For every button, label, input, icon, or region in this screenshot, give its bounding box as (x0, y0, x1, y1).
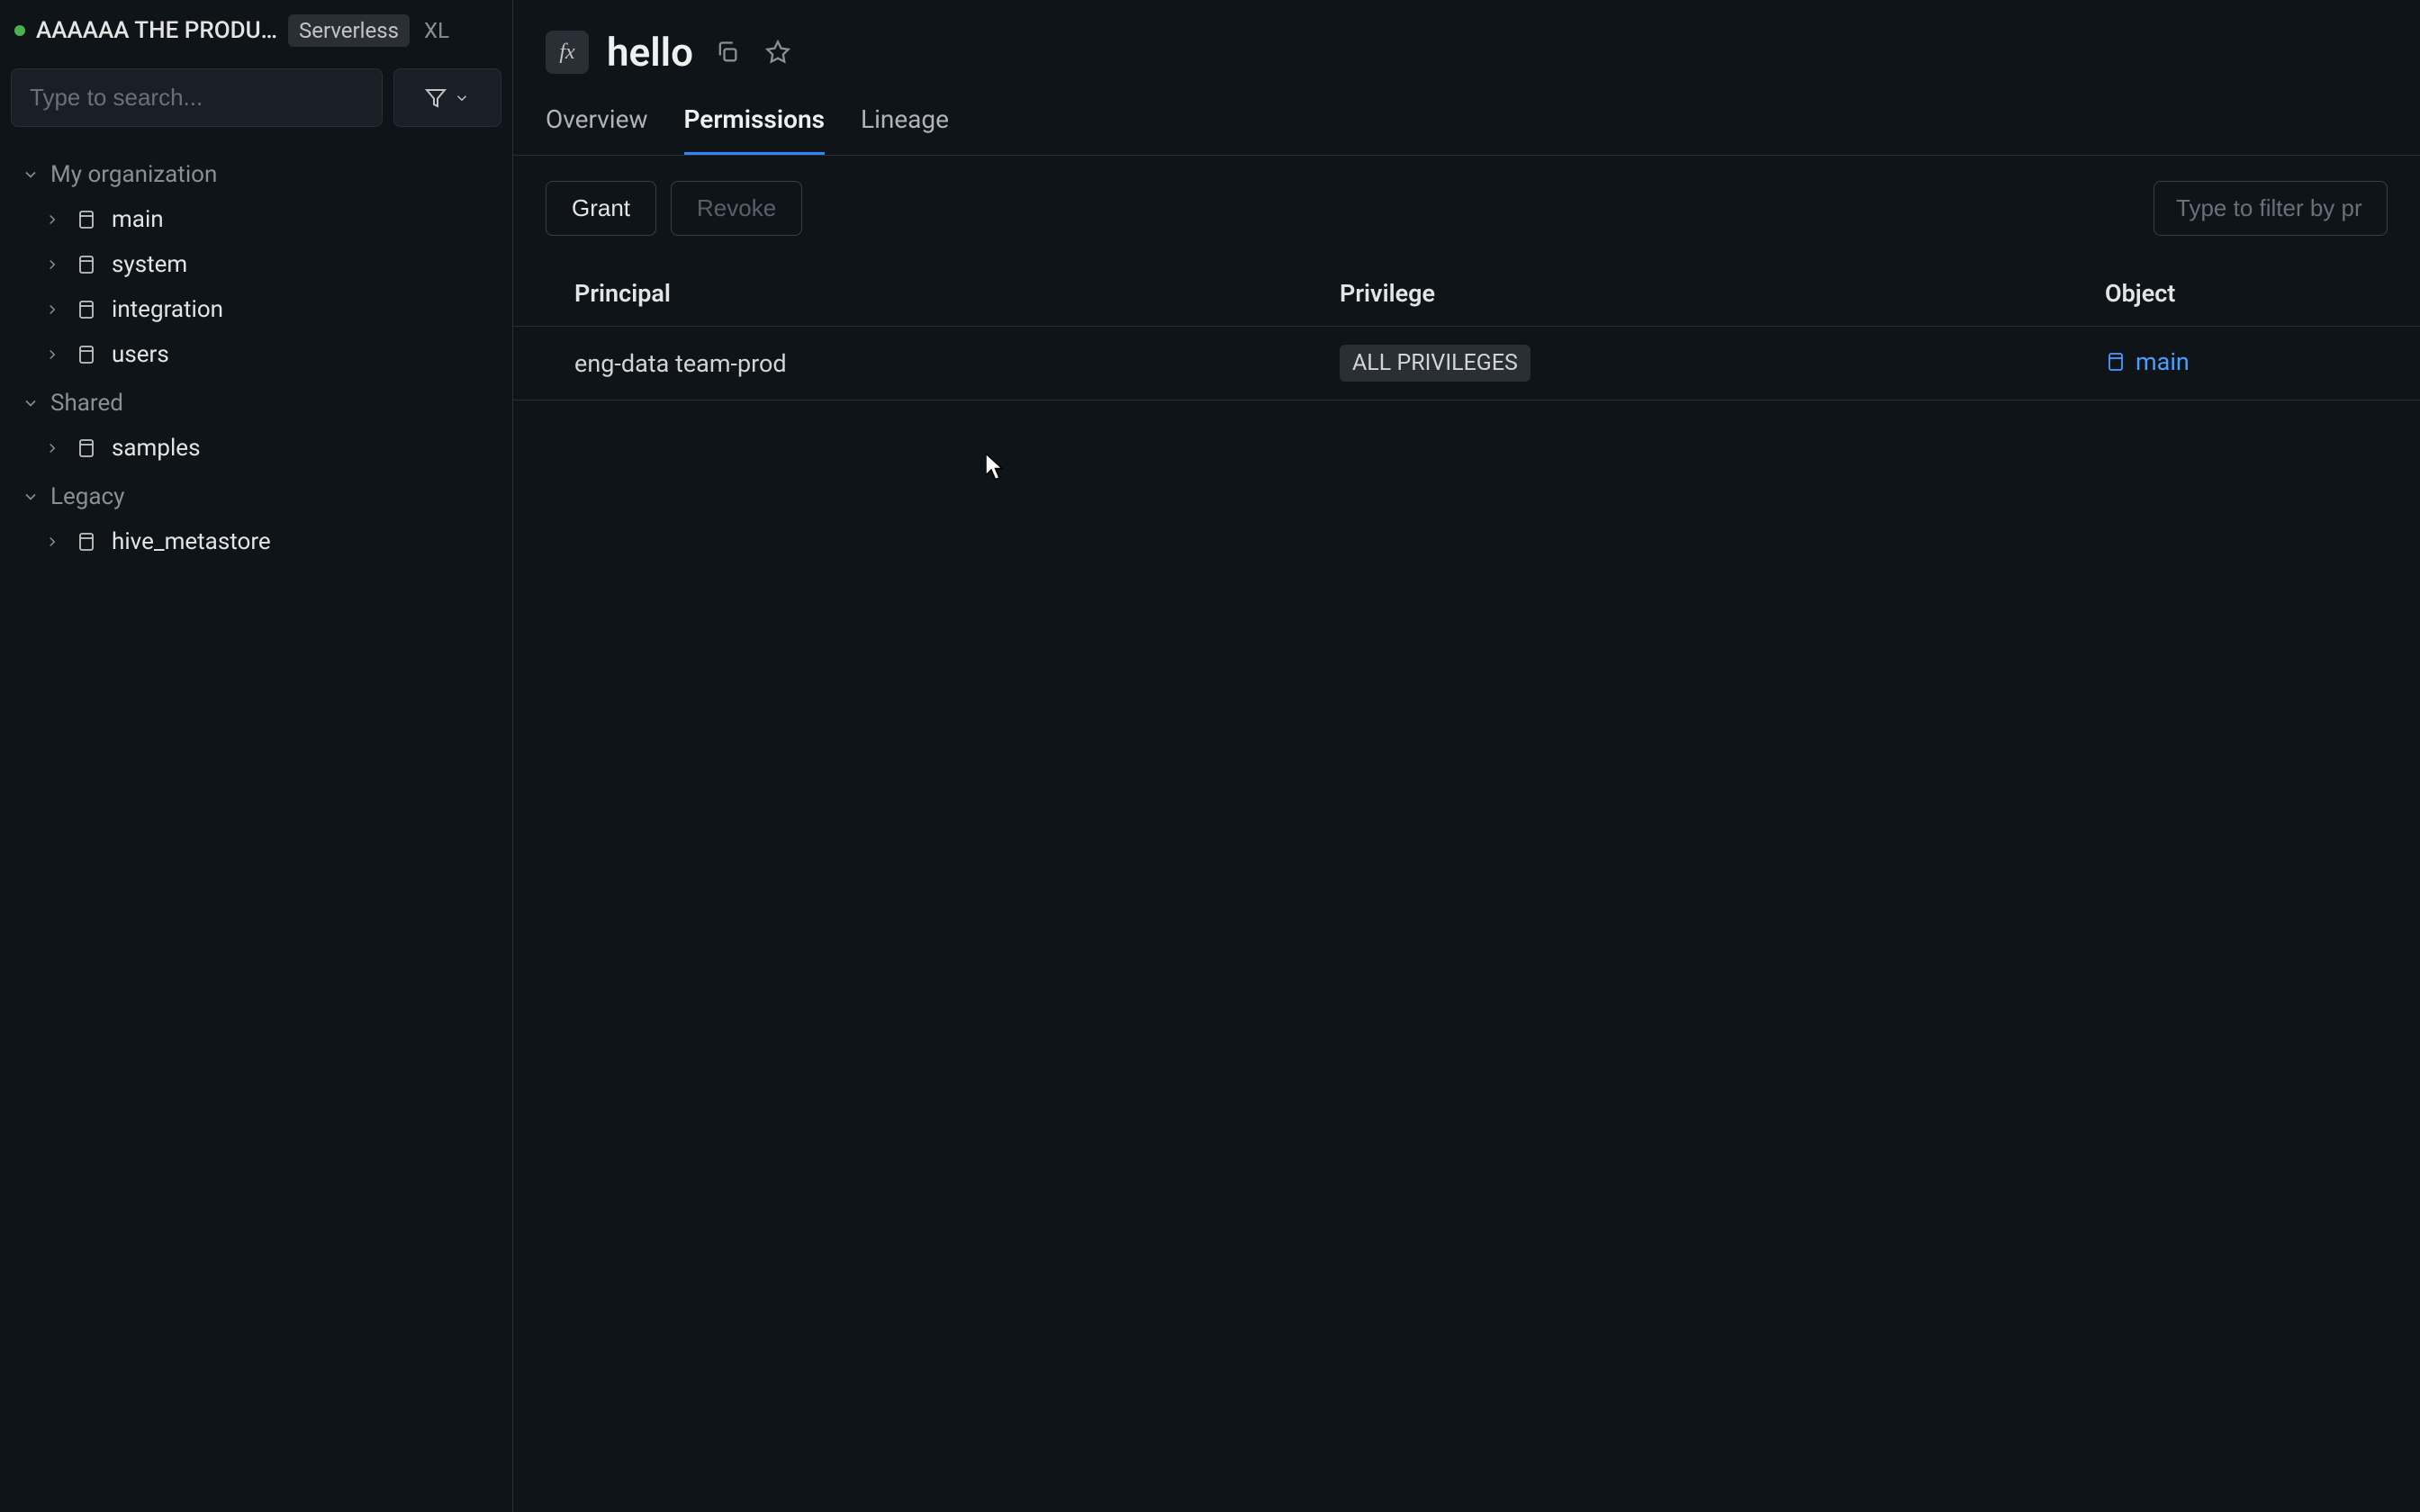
workspace-name[interactable]: AAAAAA THE PRODU… (36, 17, 277, 44)
chevron-right-icon (43, 439, 61, 457)
cell-object: main (2105, 347, 2388, 379)
catalog-icon (74, 297, 99, 322)
tree-item-label: users (112, 341, 169, 368)
cell-principal: eng-data team-prod (574, 349, 1340, 378)
tree-section-label: My organization (50, 161, 217, 188)
serverless-badge: Serverless (288, 14, 410, 47)
catalog-icon (74, 342, 99, 367)
tree-item-label: hive_metastore (112, 528, 271, 555)
tree-section-my-organization[interactable]: My organization (0, 152, 512, 197)
tree-section-label: Legacy (50, 483, 124, 510)
favorite-button[interactable] (762, 36, 794, 68)
catalog-icon (74, 207, 99, 232)
tree-item-label: system (112, 251, 187, 278)
chevron-right-icon (43, 256, 61, 274)
column-object[interactable]: Object (2105, 279, 2388, 308)
main-content: fx hello Overview Permissions Lineage Gr… (513, 0, 2420, 1512)
tab-overview[interactable]: Overview (546, 90, 648, 155)
tab-permissions[interactable]: Permissions (684, 90, 825, 155)
chevron-down-icon (22, 394, 40, 412)
chevron-right-icon (43, 533, 61, 551)
chevron-down-icon (22, 166, 40, 184)
tree-item-system[interactable]: system (0, 242, 512, 287)
column-privilege[interactable]: Privilege (1340, 279, 2105, 308)
status-dot-icon (14, 25, 25, 36)
tree-item-label: integration (112, 296, 223, 323)
grant-button[interactable]: Grant (546, 181, 656, 236)
permissions-table: Principal Privilege Object eng-data team… (513, 261, 2420, 400)
tree-item-samples[interactable]: samples (0, 426, 512, 471)
function-icon: fx (546, 31, 589, 74)
copy-icon (715, 40, 740, 65)
search-input[interactable] (11, 68, 383, 127)
funnel-icon (425, 87, 447, 109)
catalog-icon (74, 436, 99, 461)
catalog-icon (2105, 351, 2127, 373)
copy-button[interactable] (711, 36, 744, 68)
tree-item-hive-metastore[interactable]: hive_metastore (0, 519, 512, 564)
revoke-button[interactable]: Revoke (671, 181, 802, 236)
chevron-down-icon (22, 488, 40, 506)
workspace-header: AAAAAA THE PRODU… Serverless XL (0, 14, 512, 68)
tree-section-label: Shared (50, 390, 123, 417)
tree-item-main[interactable]: main (0, 197, 512, 242)
object-link[interactable]: main (2105, 347, 2190, 376)
tree-item-label: main (112, 206, 164, 233)
table-row[interactable]: eng-data team-prod ALL PRIVILEGES main (513, 327, 2420, 400)
chevron-right-icon (43, 211, 61, 229)
table-header-row: Principal Privilege Object (513, 261, 2420, 327)
object-link-label: main (2136, 347, 2190, 376)
catalog-icon (74, 252, 99, 277)
tree-section-shared[interactable]: Shared (0, 381, 512, 426)
cell-privilege: ALL PRIVILEGES (1340, 345, 2105, 382)
filter-input[interactable] (2154, 181, 2388, 236)
permissions-toolbar: Grant Revoke (513, 156, 2420, 261)
column-principal[interactable]: Principal (574, 279, 1340, 308)
tree-item-users[interactable]: users (0, 332, 512, 377)
chevron-right-icon (43, 346, 61, 364)
star-icon (765, 40, 790, 65)
page-title: hello (607, 29, 693, 76)
catalog-tree: My organization main system integration (0, 145, 512, 575)
chevron-down-icon (454, 90, 470, 106)
privilege-badge: ALL PRIVILEGES (1340, 345, 1531, 382)
chevron-right-icon (43, 301, 61, 319)
page-header: fx hello (513, 0, 2420, 90)
filter-button[interactable] (393, 68, 501, 127)
tree-section-legacy[interactable]: Legacy (0, 474, 512, 519)
size-badge: XL (424, 18, 449, 43)
catalog-icon (74, 529, 99, 554)
tree-item-integration[interactable]: integration (0, 287, 512, 332)
tabs: Overview Permissions Lineage (513, 90, 2420, 156)
tab-lineage[interactable]: Lineage (861, 90, 949, 155)
tree-item-label: samples (112, 435, 201, 462)
sidebar: AAAAAA THE PRODU… Serverless XL My organ… (0, 0, 513, 1512)
